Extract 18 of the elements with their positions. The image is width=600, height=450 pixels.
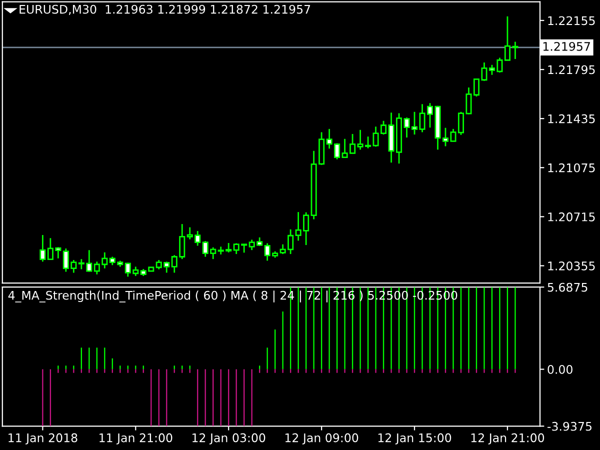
y-tick-label: 1.21075 [548, 163, 595, 172]
x-tick-label: 11 Jan 21:00 [100, 433, 172, 444]
y-tick-label: -3.9375 [548, 422, 592, 431]
ref-line-label: 1.21957 [543, 42, 590, 51]
y-tick-label: 1.22155 [548, 16, 595, 26]
y-tick-label: 5.6875 [548, 282, 588, 292]
chart-title: EURUSD,M30 1.21963 1.21999 1.21872 1.21957 [20, 4, 310, 15]
x-tick-label: 11 Jan 2018 [8, 433, 78, 444]
candlestick [40, 234, 46, 262]
x-tick-label: 12 Jan 15:00 [378, 433, 452, 444]
y-tick-label: 1.20355 [548, 261, 595, 270]
x-tick-label: 12 Jan 09:00 [285, 433, 358, 444]
x-tick-label: 12 Jan 03:00 [192, 433, 266, 444]
x-tick-label: 12 Jan 21:00 [471, 433, 544, 444]
y-tick-label: 1.21795 [548, 65, 595, 74]
y-tick-label: 1.21435 [548, 114, 595, 124]
y-tick-label: 0.00 [548, 364, 572, 374]
y-tick-label: 1.20715 [548, 212, 595, 222]
